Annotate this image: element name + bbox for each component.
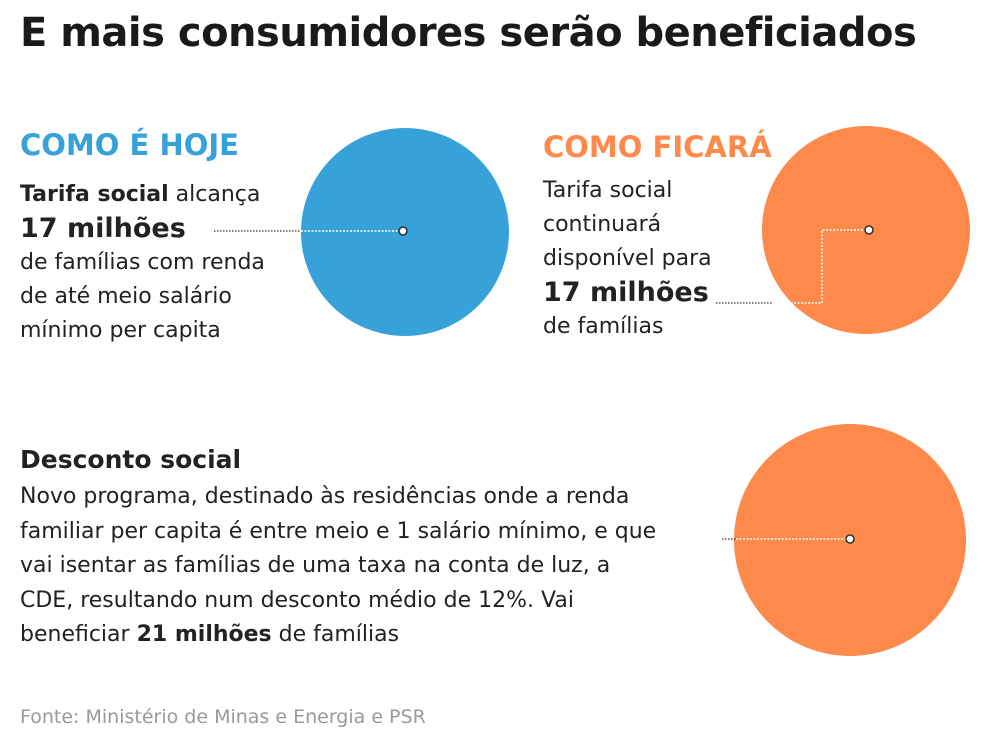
desconto-connector xyxy=(722,534,855,544)
page-title: E mais consumidores serão beneficiados xyxy=(20,10,917,56)
desconto-line5-start: beneficiar xyxy=(20,622,137,647)
desconto-line5-end: de famílias xyxy=(271,622,400,647)
hoje-line1-rest: alcança xyxy=(168,182,261,207)
desconto-line2: familiar per capita é entre meio e 1 sal… xyxy=(20,518,657,544)
hoje-connector xyxy=(214,226,408,236)
desconto-heading: Desconto social xyxy=(20,445,242,474)
ficara-connector xyxy=(716,225,874,304)
ficara-line3: disponível para xyxy=(543,246,712,271)
ficara-number: 17 milhões xyxy=(543,277,709,308)
desconto-line3: vai isentar as famílias de uma taxa na c… xyxy=(20,553,611,578)
desconto-line1: Novo programa, destinado às residências … xyxy=(20,484,630,509)
ficara-line1: Tarifa social xyxy=(543,178,673,203)
hoje-marker xyxy=(398,226,408,236)
hoje-line1-bold: Tarifa social xyxy=(20,182,169,207)
ficara-text: Tarifa social continuará disponível para… xyxy=(543,174,743,344)
desconto-marker xyxy=(845,534,855,544)
desconto-number: 21 milhões xyxy=(136,622,272,647)
hoje-heading: COMO É HOJE xyxy=(20,128,239,162)
hoje-line3: de famílias com renda xyxy=(20,250,265,275)
ficara-line5: de famílias xyxy=(543,314,664,339)
ficara-heading: COMO FICARÁ xyxy=(543,130,772,164)
desconto-line4: CDE, resultando num desconto médio de 12… xyxy=(20,587,574,613)
ficara-leader-inside xyxy=(773,229,865,304)
desconto-text: Novo programa, destinado às residências … xyxy=(20,480,720,653)
hoje-number: 17 milhões xyxy=(20,213,186,244)
ficara-marker xyxy=(864,225,874,235)
hoje-line5: mínimo per capita xyxy=(20,318,221,343)
hoje-line4: de até meio salário xyxy=(20,284,232,309)
ficara-line2: continuará xyxy=(543,212,662,237)
source-note: Fonte: Ministério de Minas e Energia e P… xyxy=(20,706,426,728)
hoje-text: Tarifa social alcança 17 milhões de famí… xyxy=(20,178,310,348)
